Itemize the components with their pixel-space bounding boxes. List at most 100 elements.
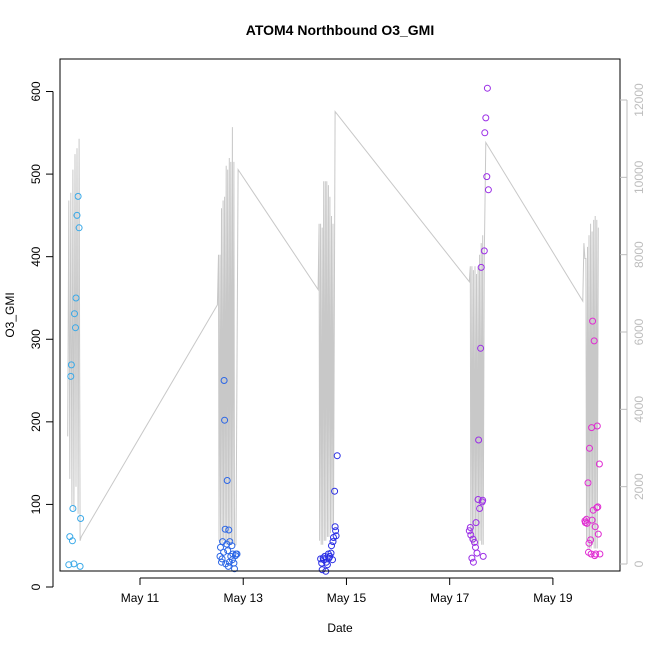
data-point: [221, 525, 229, 533]
data-point: [473, 549, 481, 557]
x-tick-label: May 19: [533, 591, 573, 605]
data-point: [224, 562, 232, 570]
data-point: [593, 422, 601, 430]
data-point: [226, 538, 234, 546]
data-point: [479, 496, 487, 504]
data-point: [231, 565, 238, 573]
data-point: [224, 547, 232, 555]
data-point: [67, 361, 75, 369]
data-point: [477, 344, 485, 352]
data-point: [467, 531, 475, 539]
right-y-tick-label: 0: [632, 560, 646, 567]
data-point: [332, 532, 340, 540]
data-point: [472, 519, 480, 527]
data-point: [65, 561, 73, 569]
right-y-tick-label: 2000: [632, 473, 646, 500]
x-tick-label: May 11: [121, 591, 160, 605]
x-tick-label: May 13: [224, 591, 264, 605]
data-point: [225, 526, 233, 534]
data-point: [220, 377, 228, 384]
data-point: [233, 550, 241, 558]
data-point: [584, 479, 592, 487]
data-point: [68, 537, 76, 545]
data-point: [594, 503, 602, 511]
data-point: [228, 542, 236, 550]
data-point: [466, 524, 474, 531]
data-point: [74, 192, 82, 200]
data-point: [593, 504, 601, 512]
right-y-tick-label: 4000: [632, 396, 646, 423]
data-point: [481, 129, 489, 137]
data-point: [223, 477, 231, 484]
data-point: [479, 552, 487, 560]
x-tick-label: May 15: [327, 591, 367, 605]
y-tick-label: 500: [29, 164, 43, 184]
grey-line-series: [67, 110, 599, 549]
x-axis: May 11 May 13 May 15 May 17 May 19: [121, 577, 573, 605]
data-point: [590, 337, 598, 345]
data-point: [220, 548, 228, 556]
data-point: [465, 527, 473, 535]
data-point: [482, 114, 490, 122]
data-point: [77, 515, 85, 522]
plot-frame: [59, 58, 621, 572]
data-point: [596, 550, 604, 558]
data-point: [594, 530, 602, 538]
data-point: [483, 173, 491, 181]
data-point: [475, 436, 483, 444]
y-tick-label: 200: [29, 412, 43, 432]
data-point: [218, 558, 225, 566]
data-point: [329, 538, 337, 546]
data-point: [75, 224, 83, 232]
x-tick-label: May 17: [430, 591, 470, 605]
data-point: [72, 324, 79, 332]
right-y-tick-label: 6000: [632, 318, 646, 345]
data-point: [72, 294, 80, 302]
y-tick-label: 300: [29, 329, 43, 349]
data-point: [483, 84, 491, 92]
right-y-tick-label: 10000: [632, 160, 646, 194]
data-point: [217, 543, 224, 551]
data-point: [583, 519, 591, 527]
data-point: [469, 535, 477, 543]
data-point: [591, 523, 599, 531]
data-point: [589, 317, 597, 325]
data-point: [469, 558, 477, 566]
data-point: [477, 263, 485, 271]
x-axis-label: Date: [327, 621, 353, 635]
data-point: [333, 452, 341, 460]
data-point: [331, 523, 339, 531]
data-point: [595, 460, 603, 468]
data-point: [471, 538, 478, 546]
data-point: [221, 416, 229, 424]
right-y-tick-label: 8000: [632, 241, 646, 268]
data-point: [586, 444, 593, 452]
y-tick-label: 0: [29, 583, 43, 590]
data-point: [327, 549, 335, 557]
data-point: [328, 542, 335, 550]
data-point: [587, 550, 595, 558]
y-tick-label: 600: [29, 81, 43, 101]
right-y-axis: 0 2000 4000 6000 8000 10000 12000: [620, 83, 646, 567]
points-layer: [65, 84, 604, 575]
data-point: [67, 372, 75, 380]
data-point: [468, 554, 476, 562]
y-tick-label: 400: [29, 246, 43, 266]
y-tick-label: 100: [29, 494, 43, 514]
right-axis-line-layer: [67, 110, 599, 549]
data-point: [218, 555, 226, 563]
data-point: [476, 505, 484, 512]
data-point: [332, 527, 340, 535]
data-point: [329, 556, 336, 564]
data-point: [76, 562, 84, 570]
data-point: [592, 550, 600, 558]
data-point: [484, 186, 492, 194]
right-y-tick-label: 12000: [632, 83, 646, 117]
chart-title: ATOM4 Northbound O3_GMI: [246, 22, 434, 38]
data-point: [588, 516, 596, 524]
data-point: [70, 560, 78, 568]
y-axis: 0 100 200 300 400 500 600: [29, 81, 54, 590]
data-point: [323, 561, 331, 569]
data-point: [585, 539, 593, 547]
